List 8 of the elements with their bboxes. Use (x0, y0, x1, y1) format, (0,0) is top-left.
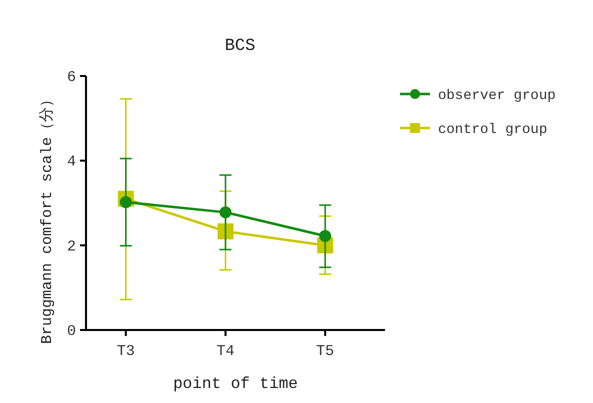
ylabel: Bruggmann comfort scale（分） (39, 92, 56, 344)
legend-label: observer group (438, 88, 556, 104)
legend-label: control group (438, 122, 548, 138)
xlabel: point of time (173, 375, 298, 393)
point (220, 206, 232, 218)
title: BCS (224, 37, 256, 56)
point (319, 230, 332, 242)
point (218, 223, 234, 240)
